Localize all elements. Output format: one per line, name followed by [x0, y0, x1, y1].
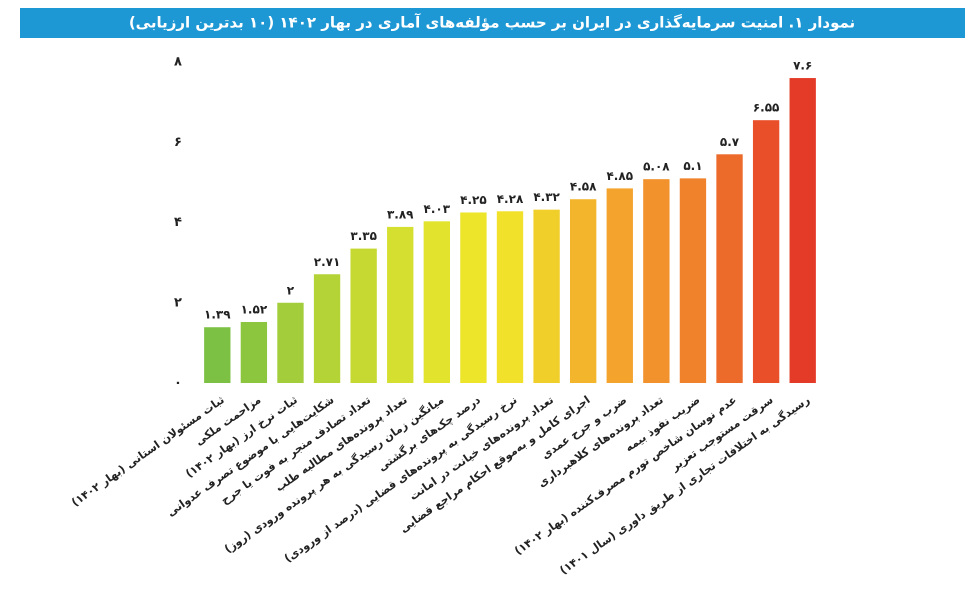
value-label: ۴.۲۵: [460, 193, 487, 207]
value-label: ۵.۷: [720, 135, 740, 149]
value-label: ۴.۰۳: [424, 202, 451, 216]
chart-title: نمودار ۱. امنیت سرمایه‌گذاری در ایران بر…: [129, 14, 855, 32]
value-label: ۲.۷۱: [314, 255, 341, 269]
value-label: ۴.۲۸: [497, 192, 524, 206]
y-tick-label: ۰: [174, 376, 182, 391]
bar: [240, 322, 268, 383]
bar: [752, 120, 780, 384]
bar: [643, 179, 670, 383]
value-label: ۵.۰۸: [643, 160, 670, 174]
bar: [679, 178, 707, 383]
value-label: ۴.۵۸: [570, 180, 597, 194]
value-label: ۶.۵۵: [753, 101, 780, 115]
bar: [496, 211, 524, 383]
value-label: ۴.۳۲: [533, 190, 560, 204]
bar: [533, 209, 560, 383]
value-label: ۳.۳۵: [350, 229, 377, 243]
bar: [204, 327, 231, 383]
value-label: ۷.۶: [793, 59, 812, 73]
bar: [460, 212, 487, 383]
value-label: ۱.۳۹: [204, 308, 231, 322]
y-tick-label: ۴: [174, 215, 182, 230]
bar: [350, 248, 377, 383]
bar: [716, 154, 743, 383]
bar: [789, 78, 816, 384]
bar: [313, 274, 341, 383]
value-label: ۴.۸۵: [606, 169, 633, 183]
value-label: ۲: [287, 283, 295, 297]
y-tick-label: ۶: [174, 135, 182, 150]
y-tick-label: ۸: [174, 55, 182, 70]
y-tick-label: ۲: [174, 295, 182, 310]
bar: [570, 199, 597, 383]
value-label: ۳.۸۹: [387, 207, 414, 221]
value-label: ۱.۵۲: [241, 303, 268, 317]
value-label: ۵.۱: [683, 159, 702, 173]
title-bar: [20, 8, 965, 38]
bar: [606, 188, 633, 383]
bar: [423, 221, 450, 383]
bar: [387, 226, 414, 383]
bar: [277, 302, 304, 383]
